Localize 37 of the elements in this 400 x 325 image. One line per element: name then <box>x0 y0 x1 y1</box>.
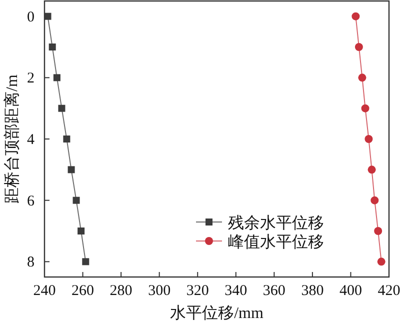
x-tick-label: 320 <box>186 283 209 299</box>
x-tick-label: 400 <box>339 283 362 299</box>
x-tick-label: 260 <box>72 283 94 299</box>
x-tick-label: 240 <box>33 283 56 299</box>
point <box>48 44 56 50</box>
point <box>58 104 66 112</box>
point <box>358 74 366 82</box>
y-tick-label: 2 <box>27 70 34 87</box>
x-tick-label: 420 <box>378 283 400 299</box>
y-tick-label: 8 <box>27 254 34 271</box>
y-axis-title: 距桥台顶部距离/m <box>3 74 21 204</box>
point <box>374 227 382 235</box>
y-tick-label: 4 <box>27 132 35 148</box>
x-tick-label: 280 <box>110 283 132 299</box>
x-tick-label: 380 <box>301 283 324 299</box>
point <box>368 166 376 174</box>
legend-label: 峰值水平位移 <box>228 233 324 251</box>
point <box>63 136 70 142</box>
point <box>68 166 75 174</box>
point <box>352 12 360 20</box>
point <box>354 43 363 51</box>
point <box>377 258 386 266</box>
x-tick-label: 340 <box>224 283 248 299</box>
point <box>364 135 373 143</box>
x-axis-title: 水平位移/mm <box>170 304 264 322</box>
point <box>82 258 90 266</box>
legend-label: 残余水平位移 <box>228 214 324 232</box>
point <box>44 12 52 20</box>
y-tick-label: 6 <box>27 193 35 210</box>
x-tick-label: 300 <box>148 283 171 299</box>
point <box>361 104 370 112</box>
point <box>78 228 85 234</box>
point <box>72 196 80 204</box>
point <box>370 196 379 204</box>
y-tick-label: 0 <box>27 9 34 26</box>
point <box>53 74 60 82</box>
x-tick-label: 360 <box>262 283 286 299</box>
